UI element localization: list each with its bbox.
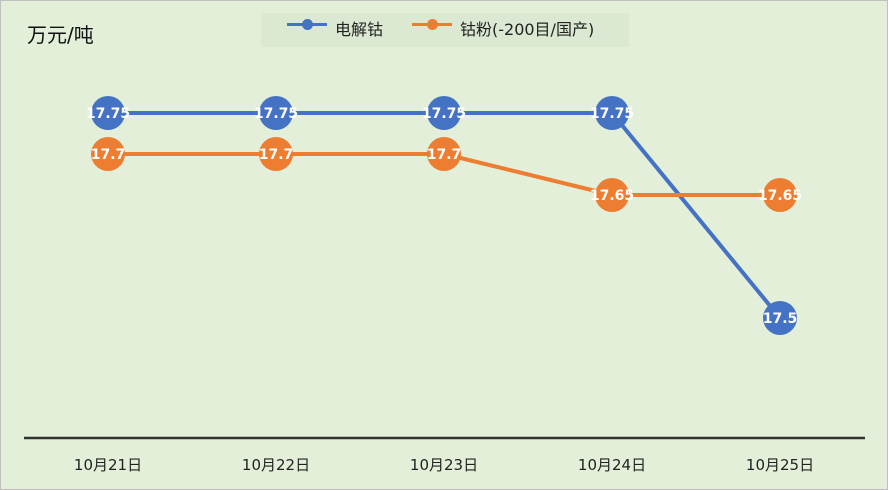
data-point-series-1 xyxy=(91,96,125,130)
x-tick-label: 10月22日 xyxy=(242,456,310,474)
data-point-series-1 xyxy=(427,96,461,130)
data-label-series-2: 17.7 xyxy=(427,147,462,163)
data-point-series-2 xyxy=(595,178,629,212)
data-point-series-2 xyxy=(763,178,797,212)
legend-swatch-series-2 xyxy=(412,19,452,30)
data-point-series-1 xyxy=(595,96,629,130)
data-point-series-1 xyxy=(259,96,293,130)
data-label-series-1: 17.75 xyxy=(254,106,298,122)
x-tick-label: 10月21日 xyxy=(74,456,142,474)
data-label-series-1: 17.75 xyxy=(422,106,466,122)
data-point-series-2 xyxy=(427,137,461,171)
data-label-series-1: 17.75 xyxy=(590,106,634,122)
x-tick-label: 10月25日 xyxy=(746,456,814,474)
data-label-series-2: 17.65 xyxy=(758,188,802,204)
data-label-series-2: 17.7 xyxy=(259,147,294,163)
data-label-series-2: 17.7 xyxy=(91,147,126,163)
data-point-series-1 xyxy=(763,301,797,335)
legend: 电解钴 钴粉(-200目/国产) xyxy=(261,13,629,47)
y-unit-label: 万元/吨 xyxy=(27,23,94,47)
legend-label-series-1: 电解钴 xyxy=(335,20,384,39)
x-tick-label: 10月23日 xyxy=(410,456,478,474)
data-label-series-1: 17.5 xyxy=(763,311,798,327)
data-point-series-2 xyxy=(259,137,293,171)
data-label-series-2: 17.65 xyxy=(590,188,634,204)
legend-swatch-series-1 xyxy=(287,19,327,30)
data-point-series-2 xyxy=(91,137,125,171)
x-tick-label: 10月24日 xyxy=(578,456,646,474)
data-label-series-1: 17.75 xyxy=(86,106,130,122)
legend-label-series-2: 钴粉(-200目/国产) xyxy=(460,20,595,39)
